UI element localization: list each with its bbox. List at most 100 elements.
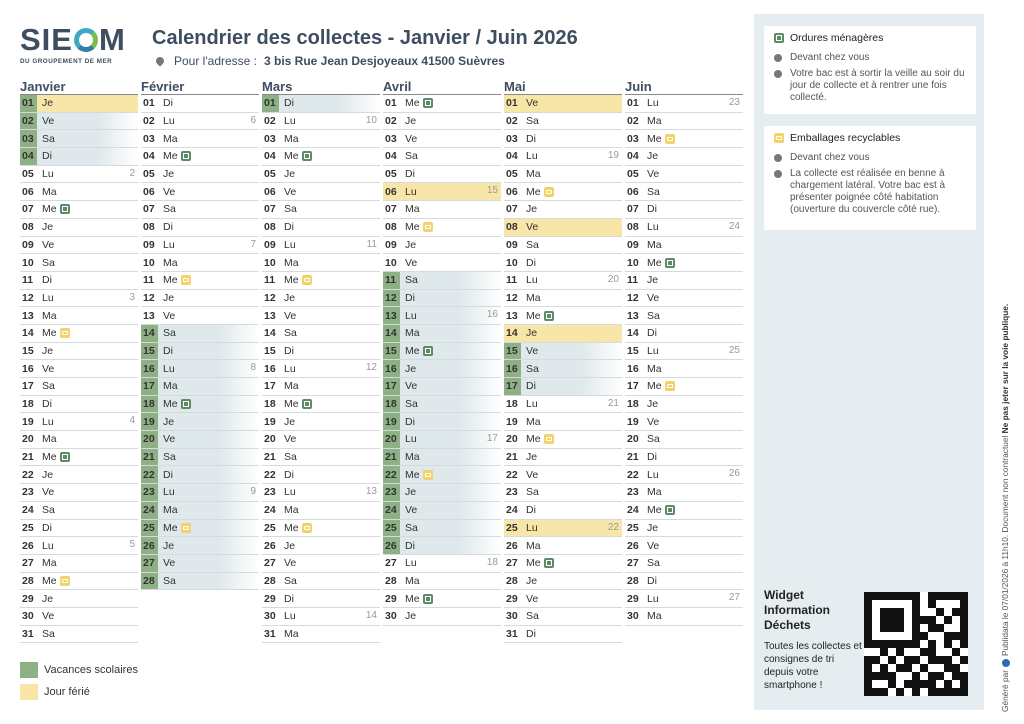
day-cell: 02 Lu 10: [262, 113, 380, 131]
day-name: Je: [405, 238, 417, 251]
widget-title: Widget Information Déchets: [764, 588, 830, 632]
day-number: 21: [22, 451, 34, 464]
day-name: Di: [647, 327, 657, 340]
day-number: 04: [385, 150, 397, 163]
day-cell: 29 Lu 27: [625, 590, 743, 608]
qr-module: [904, 672, 912, 680]
qr-module: [960, 608, 968, 616]
qr-module: [960, 616, 968, 624]
day-name: Je: [163, 539, 175, 552]
day-number: 22: [264, 468, 276, 481]
day-cell: 22 Me: [383, 466, 501, 485]
trash-bin-icon: [543, 558, 554, 569]
publidata-logo-icon: [1001, 659, 1010, 668]
qr-code[interactable]: [864, 592, 968, 696]
day-cell: 22 Di: [141, 466, 259, 485]
qr-module: [928, 600, 936, 608]
address-line: Pour l'adresse : 3 bis Rue Jean Desjoyeau…: [154, 54, 505, 68]
qr-module: [912, 632, 920, 640]
day-cell: 05 Ma: [504, 166, 622, 184]
day-cell: 06 Ve: [141, 183, 259, 202]
day-name: Lu: [284, 115, 296, 128]
day-name: Di: [526, 380, 536, 393]
qr-module: [864, 608, 872, 616]
qr-module: [880, 592, 888, 600]
day-name: Lu: [405, 557, 417, 570]
qr-module: [928, 616, 936, 624]
day-number: 02: [22, 115, 34, 128]
month-name: Avril: [383, 79, 501, 95]
day-cell: 25 Lu 22: [504, 519, 622, 538]
day-name: Je: [42, 468, 54, 481]
day-number: 21: [385, 451, 397, 464]
day-number: 12: [627, 291, 639, 304]
qr-module: [952, 688, 960, 696]
qr-module: [896, 608, 904, 616]
day-number: 13: [264, 309, 276, 322]
day-name: Di: [42, 521, 52, 534]
day-cell: 31 Ma: [262, 626, 380, 644]
day-cell: 28 Je: [504, 573, 622, 591]
day-number: 08: [143, 221, 155, 234]
qr-module: [928, 664, 936, 672]
day-cell: 29 Je: [20, 590, 138, 608]
week-number: 19: [607, 150, 619, 162]
day-name: Lu: [405, 309, 417, 322]
day-number: 03: [506, 132, 518, 145]
day-number: 13: [506, 309, 518, 322]
qr-module: [896, 600, 904, 608]
ordures-location: Devant chez vous: [790, 52, 870, 63]
day-number: 01: [627, 97, 639, 110]
day-cell: 18 Di: [20, 396, 138, 414]
week-number: 16: [486, 309, 498, 321]
day-number: 27: [385, 557, 397, 570]
day-cell: 30 Je: [383, 608, 501, 626]
day-number: 11: [506, 274, 518, 287]
qr-module: [872, 664, 880, 672]
qr-module: [872, 688, 880, 696]
day-number: 10: [627, 256, 639, 269]
qr-module: [872, 672, 880, 680]
day-cell: 12 Ma: [504, 290, 622, 308]
qr-module: [896, 680, 904, 688]
qr-module: [872, 632, 880, 640]
widget-description: Toutes les collectes et consignes de tri…: [764, 641, 862, 691]
emballages-location: Devant chez vous: [790, 152, 870, 163]
day-name: Ma: [405, 451, 420, 464]
qr-module: [888, 648, 896, 656]
qr-module: [952, 592, 960, 600]
day-cell: 03 Sa: [20, 130, 138, 149]
qr-module: [896, 664, 904, 672]
day-number: 30: [264, 610, 276, 623]
recycling-bin-icon: [180, 522, 191, 533]
qr-module: [880, 632, 888, 640]
day-cell: 21 Me: [20, 449, 138, 467]
qr-module: [936, 624, 944, 632]
day-name: Di: [284, 592, 294, 605]
day-name: Me: [163, 521, 178, 534]
day-name: Ve: [405, 380, 418, 393]
qr-module: [896, 656, 904, 664]
day-cell: 30 Ma: [625, 608, 743, 626]
qr-module: [912, 648, 920, 656]
week-number: 22: [607, 521, 619, 533]
week-number: 20: [607, 273, 619, 285]
day-name: Lu: [42, 415, 54, 428]
day-number: 03: [143, 132, 155, 145]
day-cell: 04 Je: [625, 148, 743, 166]
ordures-title: Ordures ménagères: [790, 32, 884, 44]
day-name: Sa: [284, 451, 297, 464]
recycling-bin-icon: [664, 133, 675, 144]
day-name: Me: [526, 433, 541, 446]
day-cell: 10 Ma: [141, 254, 259, 272]
day-number: 24: [627, 504, 639, 517]
day-cell: 11 Lu 20: [504, 272, 622, 290]
day-number: 01: [506, 97, 518, 110]
day-name: Je: [405, 486, 417, 499]
qr-module: [864, 640, 872, 648]
logo-text-start: SIE: [20, 22, 73, 57]
day-number: 02: [143, 115, 155, 128]
day-cell: 19 Di: [383, 413, 501, 432]
qr-module: [864, 600, 872, 608]
